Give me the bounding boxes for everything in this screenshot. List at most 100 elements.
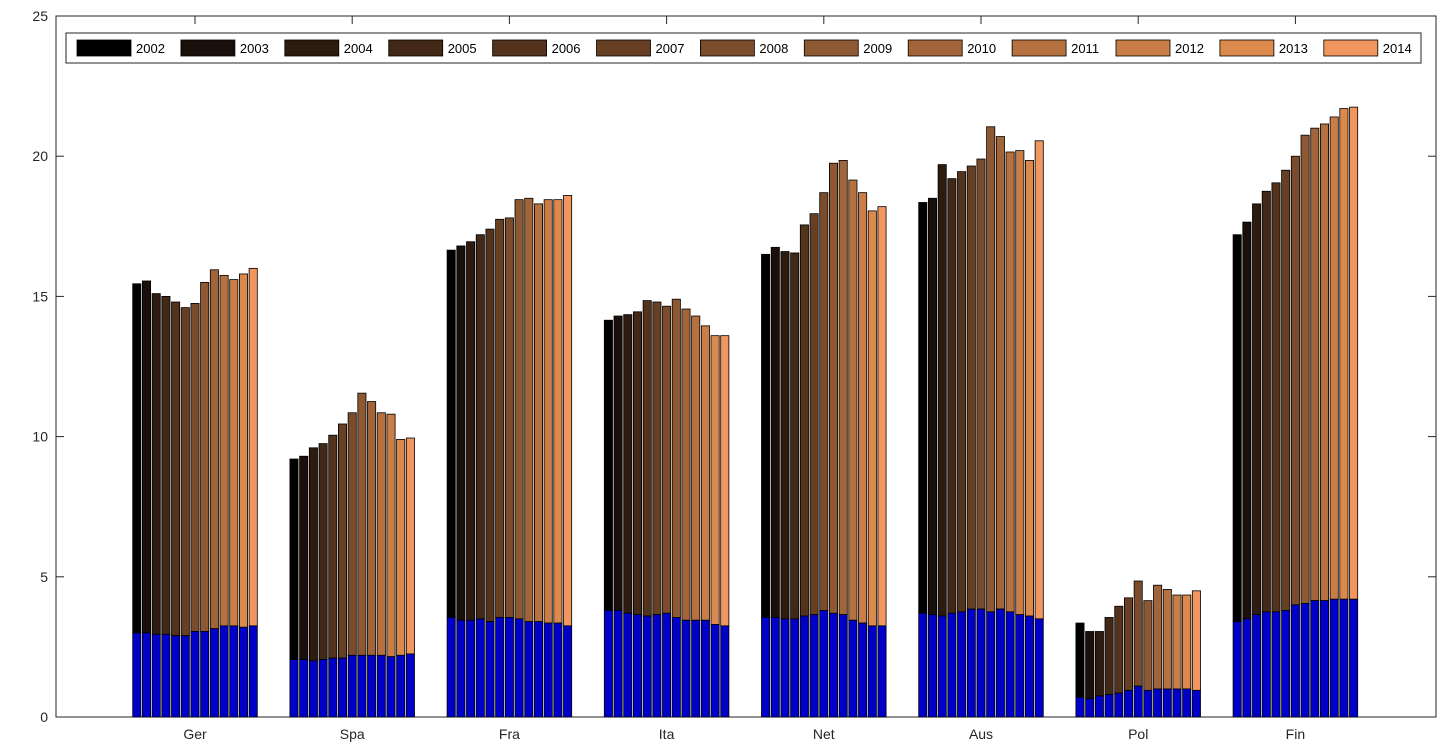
y-tick-label: 25 <box>32 8 48 24</box>
bar-Net-2009 <box>829 162 839 614</box>
bar-Pol-2010 <box>1153 584 1163 690</box>
x-tick-label: Aus <box>969 726 993 742</box>
bar-Spa-2002 <box>289 458 299 660</box>
bar-Fin-2009 <box>1300 134 1310 604</box>
bar-base-Fin-2011 <box>1320 600 1330 718</box>
bar-base-Net-2009 <box>829 612 839 718</box>
bar-base-Fra-2005 <box>475 618 485 718</box>
bar-Spa-2003 <box>299 455 309 660</box>
bar-Pol-2008 <box>1133 580 1143 687</box>
bar-Pol-2005 <box>1104 617 1114 695</box>
bar-Ger-2011 <box>219 274 229 627</box>
bar-base-Aus-2010 <box>995 608 1005 718</box>
bar-Spa-2010 <box>367 401 377 656</box>
bar-Fra-2013 <box>553 199 563 624</box>
bar-Ger-2003 <box>141 280 151 634</box>
bar-Pol-2013 <box>1182 594 1192 690</box>
bar-base-Net-2004 <box>780 618 790 718</box>
bar-base-Ita-2011 <box>691 619 701 718</box>
bar-Fin-2003 <box>1242 221 1252 620</box>
legend-swatch-2009 <box>803 39 859 57</box>
bar-base-Fin-2003 <box>1242 618 1252 718</box>
bar-base-Ita-2013 <box>710 624 720 718</box>
bar-Ita-2013 <box>710 335 720 625</box>
bar-Ger-2006 <box>171 301 181 637</box>
legend-swatch-2011 <box>1011 39 1067 57</box>
bar-Fra-2002 <box>446 249 456 618</box>
bar-base-Net-2010 <box>838 614 848 718</box>
bar-Net-2003 <box>770 246 780 618</box>
bar-base-Net-2007 <box>809 614 819 718</box>
legend-label-2011: 2011 <box>1071 41 1099 56</box>
bar-base-Fin-2010 <box>1310 600 1320 718</box>
bar-base-Ita-2005 <box>633 614 643 718</box>
bar-base-Pol-2009 <box>1143 689 1153 718</box>
x-tick-label: Fin <box>1286 726 1305 742</box>
y-tick-label: 5 <box>40 569 48 585</box>
bar-Aus-2009 <box>986 126 996 613</box>
bar-base-Spa-2012 <box>386 656 396 718</box>
bar-base-Net-2002 <box>761 617 771 718</box>
bar-Aus-2010 <box>995 136 1005 610</box>
legend-swatch-2006 <box>492 39 548 57</box>
bar-Ger-2008 <box>190 303 200 632</box>
bar-base-Pol-2010 <box>1153 688 1163 718</box>
legend-swatch-2004 <box>284 39 340 57</box>
bar-Fin-2004 <box>1252 203 1262 616</box>
bar-base-Ita-2009 <box>671 617 681 718</box>
bar-Ger-2007 <box>180 307 190 637</box>
bar-Net-2006 <box>799 224 809 617</box>
bar-base-Ger-2010 <box>209 628 219 718</box>
bar-base-Spa-2008 <box>347 654 357 718</box>
bar-Net-2012 <box>858 192 868 624</box>
bar-Net-2014 <box>877 206 887 627</box>
bar-base-Fin-2005 <box>1261 611 1271 718</box>
bar-Ita-2008 <box>662 305 672 614</box>
bar-base-Aus-2007 <box>966 608 976 718</box>
bar-Fra-2006 <box>485 228 495 623</box>
bar-base-Ger-2007 <box>180 635 190 718</box>
bar-Aus-2004 <box>937 164 947 617</box>
bar-base-Fra-2007 <box>495 617 505 718</box>
bar-base-Spa-2013 <box>396 654 406 718</box>
bar-base-Fra-2008 <box>504 617 514 718</box>
bar-Aus-2006 <box>957 171 967 613</box>
bar-base-Pol-2003 <box>1085 698 1095 718</box>
bar-base-Ger-2003 <box>141 632 151 718</box>
bar-base-Fin-2008 <box>1290 604 1300 718</box>
bar-Aus-2007 <box>966 165 976 610</box>
bar-base-Ger-2009 <box>200 631 210 718</box>
bar-base-Ita-2007 <box>652 614 662 718</box>
bar-Fin-2010 <box>1310 127 1320 602</box>
bar-base-Ita-2014 <box>720 625 730 718</box>
bar-Spa-2009 <box>357 392 367 656</box>
bar-base-Spa-2011 <box>376 654 386 718</box>
bar-Spa-2012 <box>386 413 396 658</box>
bar-base-Fin-2013 <box>1339 598 1349 718</box>
bar-Pol-2004 <box>1094 631 1104 697</box>
bar-Fin-2006 <box>1271 182 1281 613</box>
bar-Aus-2012 <box>1015 150 1025 616</box>
bar-Pol-2002 <box>1075 622 1085 698</box>
bar-Ita-2006 <box>642 300 652 617</box>
bar-Ita-2010 <box>681 308 691 621</box>
bar-Aus-2013 <box>1025 160 1035 617</box>
bar-Ita-2002 <box>603 319 613 611</box>
bar-base-Pol-2002 <box>1075 696 1085 718</box>
bar-Net-2008 <box>819 192 829 611</box>
bar-Ita-2012 <box>700 325 710 621</box>
bar-Fra-2004 <box>466 241 476 621</box>
bar-base-Fra-2009 <box>514 618 524 718</box>
bar-base-Ita-2010 <box>681 619 691 718</box>
bar-base-Fra-2011 <box>534 621 544 718</box>
bar-Ger-2013 <box>238 273 248 628</box>
bar-base-Ita-2002 <box>603 610 613 718</box>
bar-Aus-2008 <box>976 158 986 610</box>
bar-Ita-2009 <box>671 298 681 618</box>
x-tick-label: Ita <box>659 726 675 742</box>
bar-base-Fra-2002 <box>446 617 456 718</box>
bar-Net-2002 <box>761 253 771 618</box>
bar-base-Aus-2011 <box>1005 611 1015 718</box>
bar-Pol-2012 <box>1172 594 1182 690</box>
